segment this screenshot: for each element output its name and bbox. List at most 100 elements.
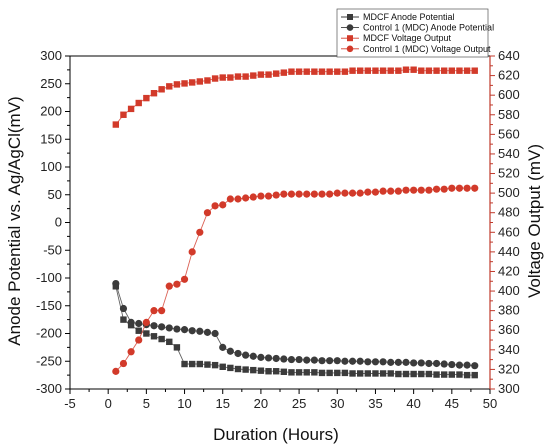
data-point (135, 327, 142, 334)
data-point (456, 67, 463, 74)
right-y-tick-label: 620 (498, 68, 520, 83)
data-point (165, 324, 173, 332)
data-point (364, 188, 372, 196)
right-y-tick-label: 380 (498, 303, 520, 318)
data-point (112, 279, 120, 288)
data-point (188, 79, 196, 86)
data-point (341, 189, 349, 197)
data-point (440, 185, 448, 193)
data-point (288, 68, 295, 75)
x-tick-label: 50 (483, 396, 497, 411)
data-point (311, 68, 318, 75)
data-point (395, 67, 402, 74)
data-point (250, 72, 257, 79)
data-point (173, 344, 181, 351)
data-point (348, 189, 357, 197)
data-point (227, 74, 234, 81)
data-point (349, 370, 356, 377)
right-y-tick-label: 600 (498, 87, 520, 102)
x-tick-label: 30 (330, 396, 344, 411)
data-point (280, 190, 288, 198)
data-point (280, 355, 288, 363)
data-point (318, 68, 326, 75)
data-point (180, 326, 189, 334)
data-point (402, 186, 410, 194)
series-control-1-mdc-anode-potential (112, 279, 479, 370)
data-point (417, 359, 425, 367)
data-point (440, 67, 448, 74)
data-point (242, 366, 249, 373)
right-y-tick-label: 440 (498, 244, 520, 259)
data-point (287, 190, 296, 198)
data-point (173, 81, 181, 88)
data-point (272, 368, 280, 375)
data-point (387, 67, 394, 74)
data-point (180, 275, 189, 283)
data-point (249, 193, 257, 201)
right-y-tick-label: 480 (498, 205, 520, 220)
data-point (311, 369, 318, 376)
data-point (341, 68, 349, 75)
data-point (135, 319, 143, 328)
data-point (448, 371, 456, 378)
data-point (333, 357, 341, 365)
left-y-tick-label: 150 (40, 131, 62, 146)
data-point (471, 184, 479, 192)
data-point (333, 189, 341, 197)
data-point (310, 356, 318, 364)
data-point (272, 354, 280, 363)
data-point (211, 361, 219, 369)
right-y-tick-label: 520 (498, 166, 520, 181)
left-y-tick-label: 100 (40, 159, 62, 174)
data-point (326, 357, 334, 365)
legend-label: MDCF Anode Potential (363, 12, 455, 22)
data-point (348, 357, 357, 365)
data-point (135, 99, 142, 107)
data-point (356, 189, 364, 197)
right-y-tick-label: 500 (498, 185, 520, 200)
data-point (234, 73, 242, 80)
data-point (150, 307, 158, 315)
data-point (203, 209, 212, 217)
data-point (402, 358, 410, 366)
right-y-tick-label: 540 (498, 146, 520, 161)
right-y-axis-ticks: 300 320 340 360 380 400 420 440 460 480 500 520 540 5… (490, 48, 520, 396)
data-point (455, 361, 464, 369)
series-layer (112, 66, 479, 379)
data-point (166, 83, 173, 90)
right-y-tick-label: 560 (498, 126, 520, 141)
x-tick-label: 35 (368, 396, 382, 411)
data-point (226, 347, 234, 355)
data-point (425, 67, 433, 74)
data-point (288, 369, 295, 376)
data-point (463, 361, 471, 369)
legend-marker (346, 45, 354, 53)
data-point (318, 357, 326, 365)
data-point (272, 70, 280, 77)
data-point (150, 90, 158, 97)
data-point (135, 336, 143, 344)
data-point (127, 348, 135, 356)
data-point (455, 184, 464, 192)
data-point (463, 371, 471, 379)
data-point (181, 80, 188, 87)
data-point (349, 67, 356, 74)
data-point (364, 370, 372, 377)
data-point (334, 68, 341, 75)
data-point (425, 186, 433, 194)
data-point (379, 358, 387, 366)
data-point (257, 71, 265, 78)
data-point (356, 357, 364, 365)
data-point (211, 329, 219, 338)
data-point (303, 68, 310, 75)
left-y-tick-label: 50 (48, 187, 62, 202)
data-point (387, 187, 395, 195)
data-point (318, 369, 326, 377)
data-point (379, 187, 387, 195)
data-point (165, 282, 173, 290)
data-point (265, 71, 272, 78)
data-point (287, 355, 296, 364)
data-point (234, 365, 242, 373)
data-point (234, 349, 242, 358)
